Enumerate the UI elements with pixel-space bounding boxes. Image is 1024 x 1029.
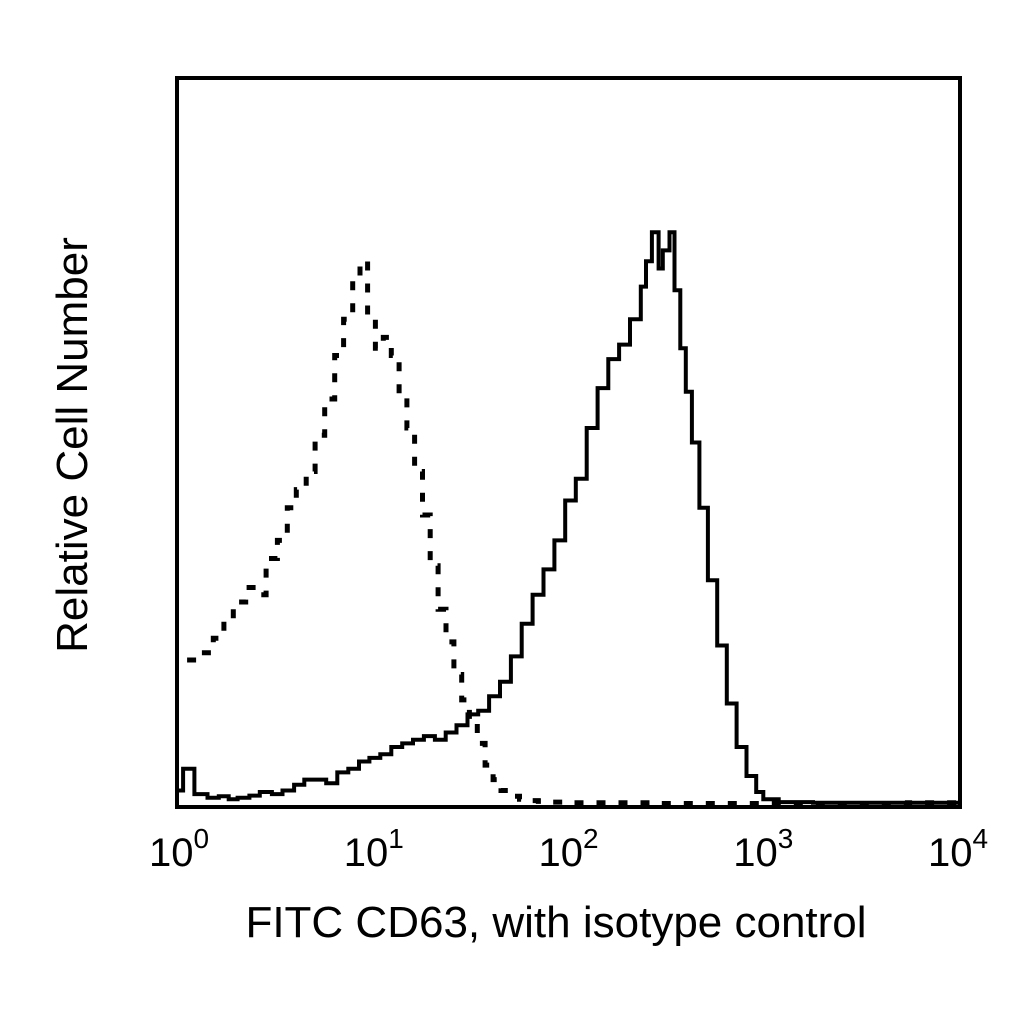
series-layer [179,230,961,806]
x-tick-label: 101 [344,823,404,875]
x-tick-label: 103 [733,823,793,875]
y-axis-label: Relative Cell Number [48,237,97,653]
x-axis-label: FITC CD63, with isotype control [245,898,866,947]
isotype-control-histogram [187,258,961,806]
plot-frame [175,76,962,809]
x-tick-label: 100 [149,823,209,875]
x-tick-label: 104 [928,823,988,875]
x-tick-label: 102 [538,823,598,875]
x-tick-labels: 100 101 102 103 104 [149,823,988,875]
cd63-histogram [179,230,958,805]
